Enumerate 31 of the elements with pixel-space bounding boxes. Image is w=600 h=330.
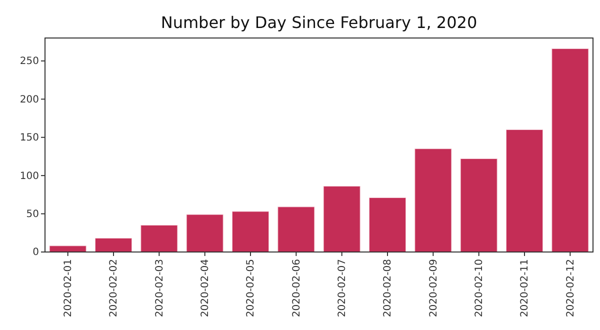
x-tick-label: 2020-02-01	[63, 259, 74, 318]
chart-title: Number by Day Since February 1, 2020	[160, 13, 478, 32]
bar	[94, 238, 132, 252]
x-tick-label: 2020-02-08	[382, 259, 394, 318]
y-tick-label: 100	[20, 170, 39, 182]
y-tick-label: 250	[20, 56, 39, 68]
x-tick-label: 2020-02-03	[154, 259, 166, 318]
x-tick-label: 2020-02-06	[291, 259, 302, 318]
bar	[278, 206, 315, 252]
x-tick-label: 2020-02-10	[474, 259, 486, 318]
x-tick-label: 2020-02-04	[200, 259, 212, 318]
bar	[368, 197, 406, 252]
bar	[460, 158, 498, 252]
y-tick-label: 50	[26, 208, 39, 220]
bar	[323, 186, 360, 252]
y-tick-label: 0	[32, 247, 39, 258]
bar	[506, 129, 544, 252]
x-tick-label: 2020-02-09	[428, 259, 440, 318]
x-tick-label: 2020-02-05	[246, 259, 257, 318]
y-tick-label: 150	[20, 132, 39, 144]
x-tick-label: 2020-02-11	[520, 259, 531, 318]
x-tick-label: 2020-02-02	[108, 259, 120, 318]
x-tick-label: 2020-02-12	[565, 259, 576, 318]
bar	[49, 246, 86, 252]
bar	[140, 225, 178, 252]
bar	[552, 48, 589, 252]
bar	[186, 214, 224, 252]
bar	[232, 211, 270, 252]
y-tick-label: 200	[20, 94, 39, 106]
x-tick-label: 2020-02-07	[337, 259, 348, 318]
bar	[414, 148, 452, 252]
